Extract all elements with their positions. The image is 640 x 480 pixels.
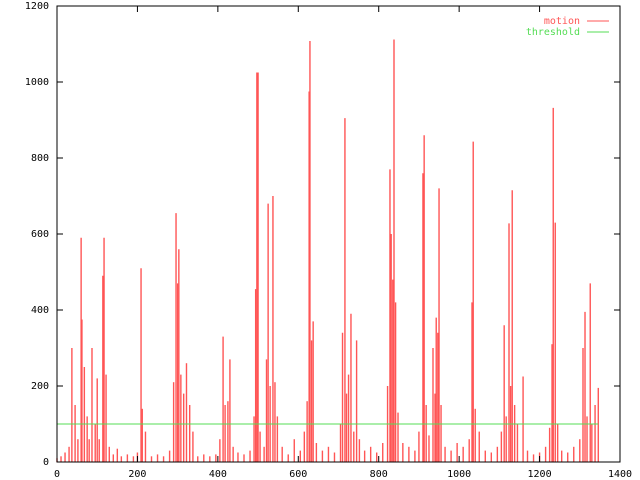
x-tick-label: 600 [289,469,307,480]
y-tick-label: 0 [43,457,49,468]
x-tick-label: 0 [54,469,60,480]
y-tick-label: 600 [31,229,49,240]
y-tick-label: 200 [31,381,49,392]
x-tick-label: 800 [370,469,388,480]
y-tick-label: 1200 [25,1,49,12]
x-tick-label: 200 [128,469,146,480]
x-tick-label: 1000 [447,469,471,480]
x-tick-label: 1200 [528,469,552,480]
legend-label: motion [544,16,580,27]
x-tick-label: 1400 [608,469,632,480]
y-tick-label: 800 [31,153,49,164]
x-tick-label: 400 [209,469,227,480]
y-tick-label: 400 [31,305,49,316]
legend-label: threshold [526,27,580,38]
y-tick-label: 1000 [25,77,49,88]
